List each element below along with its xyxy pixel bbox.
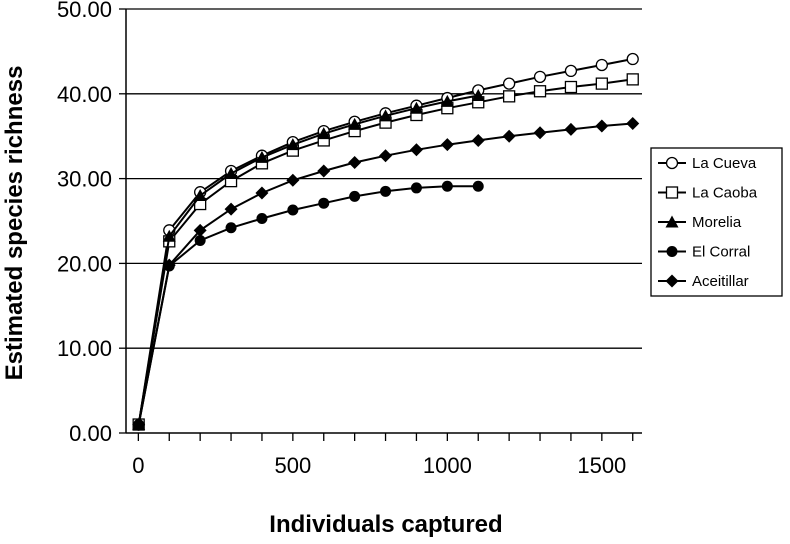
- data-point: [533, 126, 547, 140]
- data-point: [626, 52, 639, 66]
- data-point: [318, 197, 330, 209]
- series-la-caoba: [132, 73, 639, 431]
- data-point: [317, 127, 331, 140]
- data-point: [410, 182, 422, 194]
- data-point: [409, 101, 423, 114]
- data-point: [194, 235, 206, 247]
- data-point: [224, 167, 238, 180]
- data-point: [665, 186, 679, 199]
- x-tick-label: 1500: [577, 453, 626, 478]
- data-point: [502, 129, 516, 143]
- legend-label: La Caoba: [692, 185, 758, 202]
- data-point: [162, 229, 176, 242]
- x-axis-title: Individuals captured: [269, 511, 502, 538]
- y-tick-label: 30.00: [57, 167, 112, 192]
- data-point: [287, 204, 299, 216]
- data-point: [626, 73, 639, 86]
- y-tick-label: 0.00: [69, 421, 112, 446]
- legend: La Cueva La Caoba Morelia El Corral Aceitill…: [650, 147, 783, 297]
- data-point: [471, 133, 485, 147]
- data-point: [317, 164, 331, 178]
- legend-label: El Corral: [692, 244, 750, 261]
- data-point: [502, 90, 516, 103]
- legend-item: La Caoba: [658, 185, 758, 202]
- data-point: [380, 185, 392, 197]
- data-point: [595, 58, 608, 72]
- data-point: [595, 77, 608, 90]
- data-point: [224, 202, 238, 216]
- legend-item: El Corral: [658, 244, 750, 261]
- data-point: [533, 70, 547, 83]
- legend-item: La Cueva: [658, 155, 757, 172]
- data-point: [595, 119, 609, 133]
- legend-item: Aceitillar: [658, 273, 749, 290]
- data-point: [379, 149, 393, 163]
- legend-label: Aceitillar: [692, 273, 749, 290]
- data-point: [471, 88, 485, 101]
- data-point: [348, 117, 362, 130]
- data-series: [132, 52, 640, 432]
- data-point: [564, 122, 578, 136]
- legend-label: La Cueva: [692, 155, 757, 172]
- data-point: [440, 94, 454, 107]
- data-point: [502, 77, 516, 90]
- y-tick-label: 40.00: [57, 82, 112, 107]
- series-morelia: [132, 88, 485, 431]
- series-aceitillar: [132, 116, 640, 432]
- data-point: [665, 156, 679, 170]
- x-tick-label: 500: [274, 453, 311, 478]
- data-point: [162, 258, 176, 272]
- data-point: [564, 64, 578, 78]
- axes: 0.00 10.00 20.00 30.00 40.00 50.00 0 500 1000 150…: [57, 0, 642, 478]
- x-tick-label: 0: [132, 453, 144, 478]
- y-tick-label: 20.00: [57, 251, 112, 276]
- data-point: [379, 109, 393, 122]
- data-point: [409, 143, 423, 157]
- data-point: [193, 223, 207, 237]
- data-point: [225, 222, 237, 234]
- y-tick-label: 10.00: [57, 336, 112, 361]
- data-point: [132, 418, 146, 432]
- series-line: [137, 94, 479, 425]
- data-point: [626, 116, 640, 130]
- series-line: [137, 185, 479, 425]
- data-point: [193, 189, 207, 202]
- data-point: [564, 80, 578, 94]
- y-axis-title: Estimated species richness: [1, 66, 28, 381]
- x-tick-label: 1000: [423, 453, 472, 478]
- data-point: [256, 212, 268, 224]
- legend-label: Morelia: [692, 214, 742, 231]
- series-line: [137, 122, 633, 425]
- y-tick-label: 50.00: [57, 0, 112, 22]
- grid-lines: [126, 8, 642, 349]
- data-point: [348, 155, 362, 169]
- data-point: [349, 190, 361, 202]
- data-point: [665, 274, 679, 288]
- data-point: [666, 246, 678, 257]
- data-point: [665, 215, 679, 228]
- data-point: [533, 85, 547, 98]
- data-point: [440, 138, 454, 152]
- data-point: [441, 180, 453, 192]
- series-el-corral: [133, 180, 484, 431]
- data-point: [255, 186, 269, 200]
- data-point: [472, 180, 484, 192]
- data-point: [286, 173, 300, 187]
- data-point: [286, 138, 300, 151]
- legend-item: Morelia: [658, 214, 742, 231]
- data-point: [255, 150, 269, 163]
